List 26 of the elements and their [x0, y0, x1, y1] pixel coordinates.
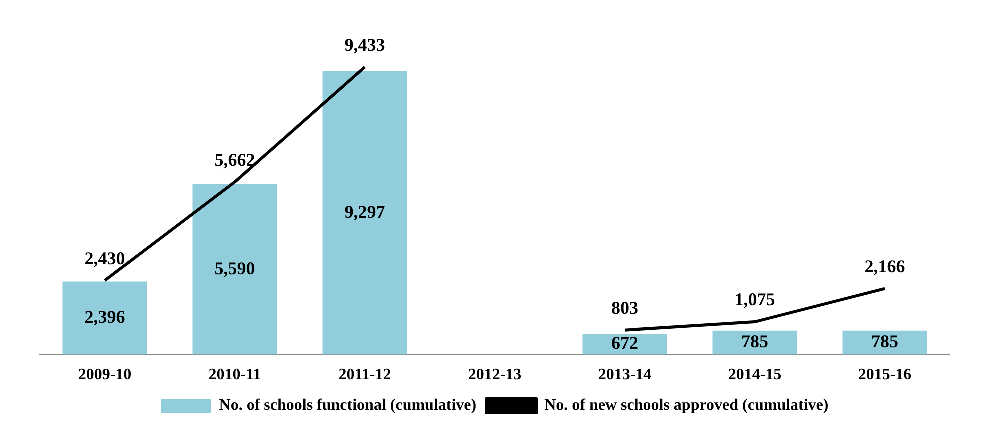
bar [842, 330, 928, 355]
x-tick-label: 2015-16 [858, 366, 912, 384]
data-label: 5,590 [214, 258, 256, 278]
x-tick-label: 2014-15 [728, 366, 782, 384]
bar [712, 330, 798, 355]
bar [192, 184, 278, 355]
x-tick-label: 2009-10 [78, 366, 132, 384]
data-label: 785 [742, 331, 768, 352]
data-label: 2,166 [864, 256, 906, 276]
data-label: 1,075 [734, 290, 776, 310]
data-label: 2,430 [84, 248, 126, 268]
x-tick-label: 2010-11 [208, 366, 262, 384]
data-label: 5,662 [214, 150, 256, 170]
legend-label: No. of new schools approved (cumulative) [544, 397, 829, 414]
bar [322, 71, 408, 355]
legend-label: No. of schools functional (cumulative) [219, 397, 477, 414]
x-tick-label: 2013-14 [598, 366, 652, 384]
data-label: 785 [872, 331, 898, 352]
data-label: 9,433 [344, 34, 386, 55]
data-label: 672 [612, 333, 638, 354]
data-label: 803 [612, 298, 638, 318]
data-label: 9,297 [344, 202, 386, 222]
x-tick-label: 2011-12 [338, 366, 392, 384]
x-tick-label: 2012-13 [468, 366, 522, 384]
data-label: 2,396 [84, 306, 126, 327]
bar [62, 282, 148, 355]
